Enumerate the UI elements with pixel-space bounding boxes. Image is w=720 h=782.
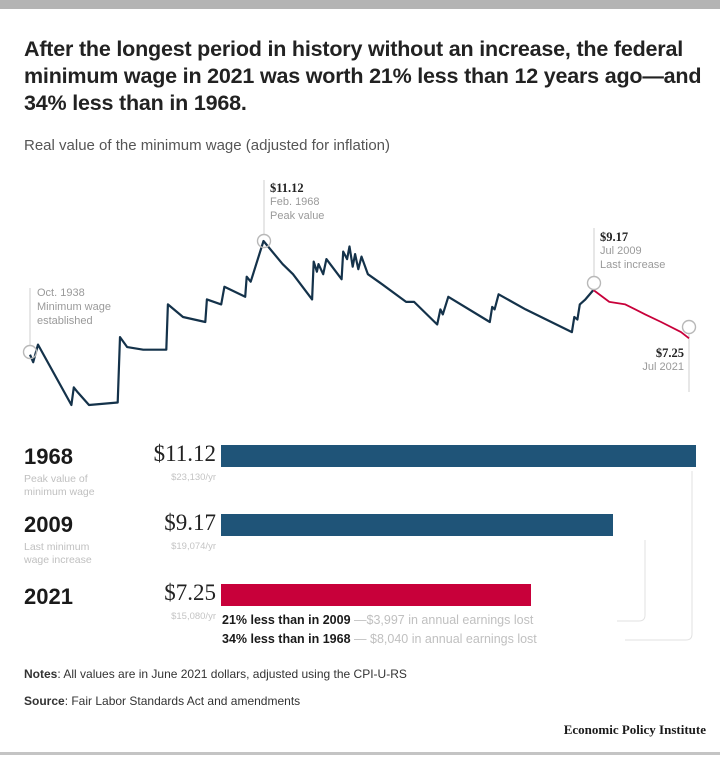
annotation-peak-value: $11.12 [270, 181, 304, 195]
top-border [0, 0, 720, 9]
bar-2021 [221, 584, 531, 606]
annotation-start-label1: Minimum wage [37, 301, 111, 313]
bar-annual-label: $19,074/yr [171, 541, 216, 552]
notes-label: Notes [24, 667, 58, 681]
bar-wage-label: $7.25 [164, 580, 216, 605]
bar-annual-label: $15,080/yr [171, 611, 216, 622]
loss-vs-2009: 21% less than in 2009 —$3,997 in annual … [222, 613, 533, 627]
bracket-2009 [617, 540, 646, 622]
notes-text: : All values are in June 2021 dollars, a… [57, 667, 407, 681]
annotation-peak: $11.12 Feb. 1968 Peak value [270, 181, 324, 223]
bar-desc-line: minimum wage [24, 486, 95, 498]
annotation-peak-label: Peak value [270, 210, 325, 222]
line-chart [22, 180, 697, 407]
annotation-last-increase: $9.17 Jul 2009 Last increase [600, 230, 665, 272]
source-text: : Fair Labor Standards Act and amendment… [64, 694, 301, 708]
bar-1968 [221, 445, 696, 467]
start-marker [22, 344, 38, 360]
series-line-2009-2021 [592, 289, 690, 340]
bar-wage-label: $9.17 [164, 510, 216, 535]
peak-marker [256, 233, 272, 249]
end-marker [681, 319, 697, 335]
annotation-start: Oct. 1938 Minimum wage established [37, 286, 111, 328]
bar-wage-label: $11.12 [153, 441, 216, 466]
source: Source: Fair Labor Standards Act and ame… [24, 694, 300, 708]
bar-2009 [221, 514, 613, 536]
annotation-last-value: $9.17 [600, 230, 629, 244]
chart-subtitle: Real value of the minimum wage (adjusted… [24, 137, 391, 154]
bar-desc-line: Last minimum [24, 541, 90, 553]
bracket-lines [617, 471, 693, 641]
brand-logo: Economic Policy Institute [563, 722, 706, 737]
last-increase-marker [586, 275, 602, 291]
annotation-end-date: Jul 2021 [642, 361, 684, 373]
loss-earnings: — $8,040 in annual earnings lost [350, 632, 537, 646]
notes: Notes: All values are in June 2021 dolla… [24, 667, 407, 681]
bar-description: Last minimum wage increase [24, 541, 124, 567]
loss-earnings: —$3,997 in annual earnings lost [350, 613, 534, 627]
bar-description: Peak value of minimum wage [24, 473, 124, 499]
loss-vs-1968: 34% less than in 1968 — $8,040 in annual… [222, 632, 537, 646]
bar-year: 1968 [24, 444, 73, 469]
annotation-last-date: Jul 2009 [600, 245, 642, 257]
bar-year: 2021 [24, 584, 73, 609]
annotation-peak-date: Feb. 1968 [270, 196, 320, 208]
bottom-border [0, 752, 720, 755]
source-label: Source [24, 694, 65, 708]
annotation-start-date: Oct. 1938 [37, 287, 85, 299]
annotation-last-label: Last increase [600, 259, 666, 271]
bracket-1968 [625, 471, 693, 641]
bar-desc-line: Peak value of [24, 473, 88, 485]
bar-year: 2009 [24, 512, 73, 537]
bar-annual-label: $23,130/yr [171, 472, 216, 483]
annotation-end: $7.25 Jul 2021 [600, 346, 684, 374]
annotation-end-value: $7.25 [655, 346, 684, 360]
loss-percent: 21% less than in 2009 [222, 613, 351, 627]
chart-title: After the longest period in history with… [24, 37, 702, 115]
loss-percent: 34% less than in 1968 [222, 632, 351, 646]
bar-desc-line: wage increase [24, 554, 92, 566]
annotation-start-label2: established [37, 315, 93, 327]
series-line-1938-2009 [28, 239, 595, 407]
